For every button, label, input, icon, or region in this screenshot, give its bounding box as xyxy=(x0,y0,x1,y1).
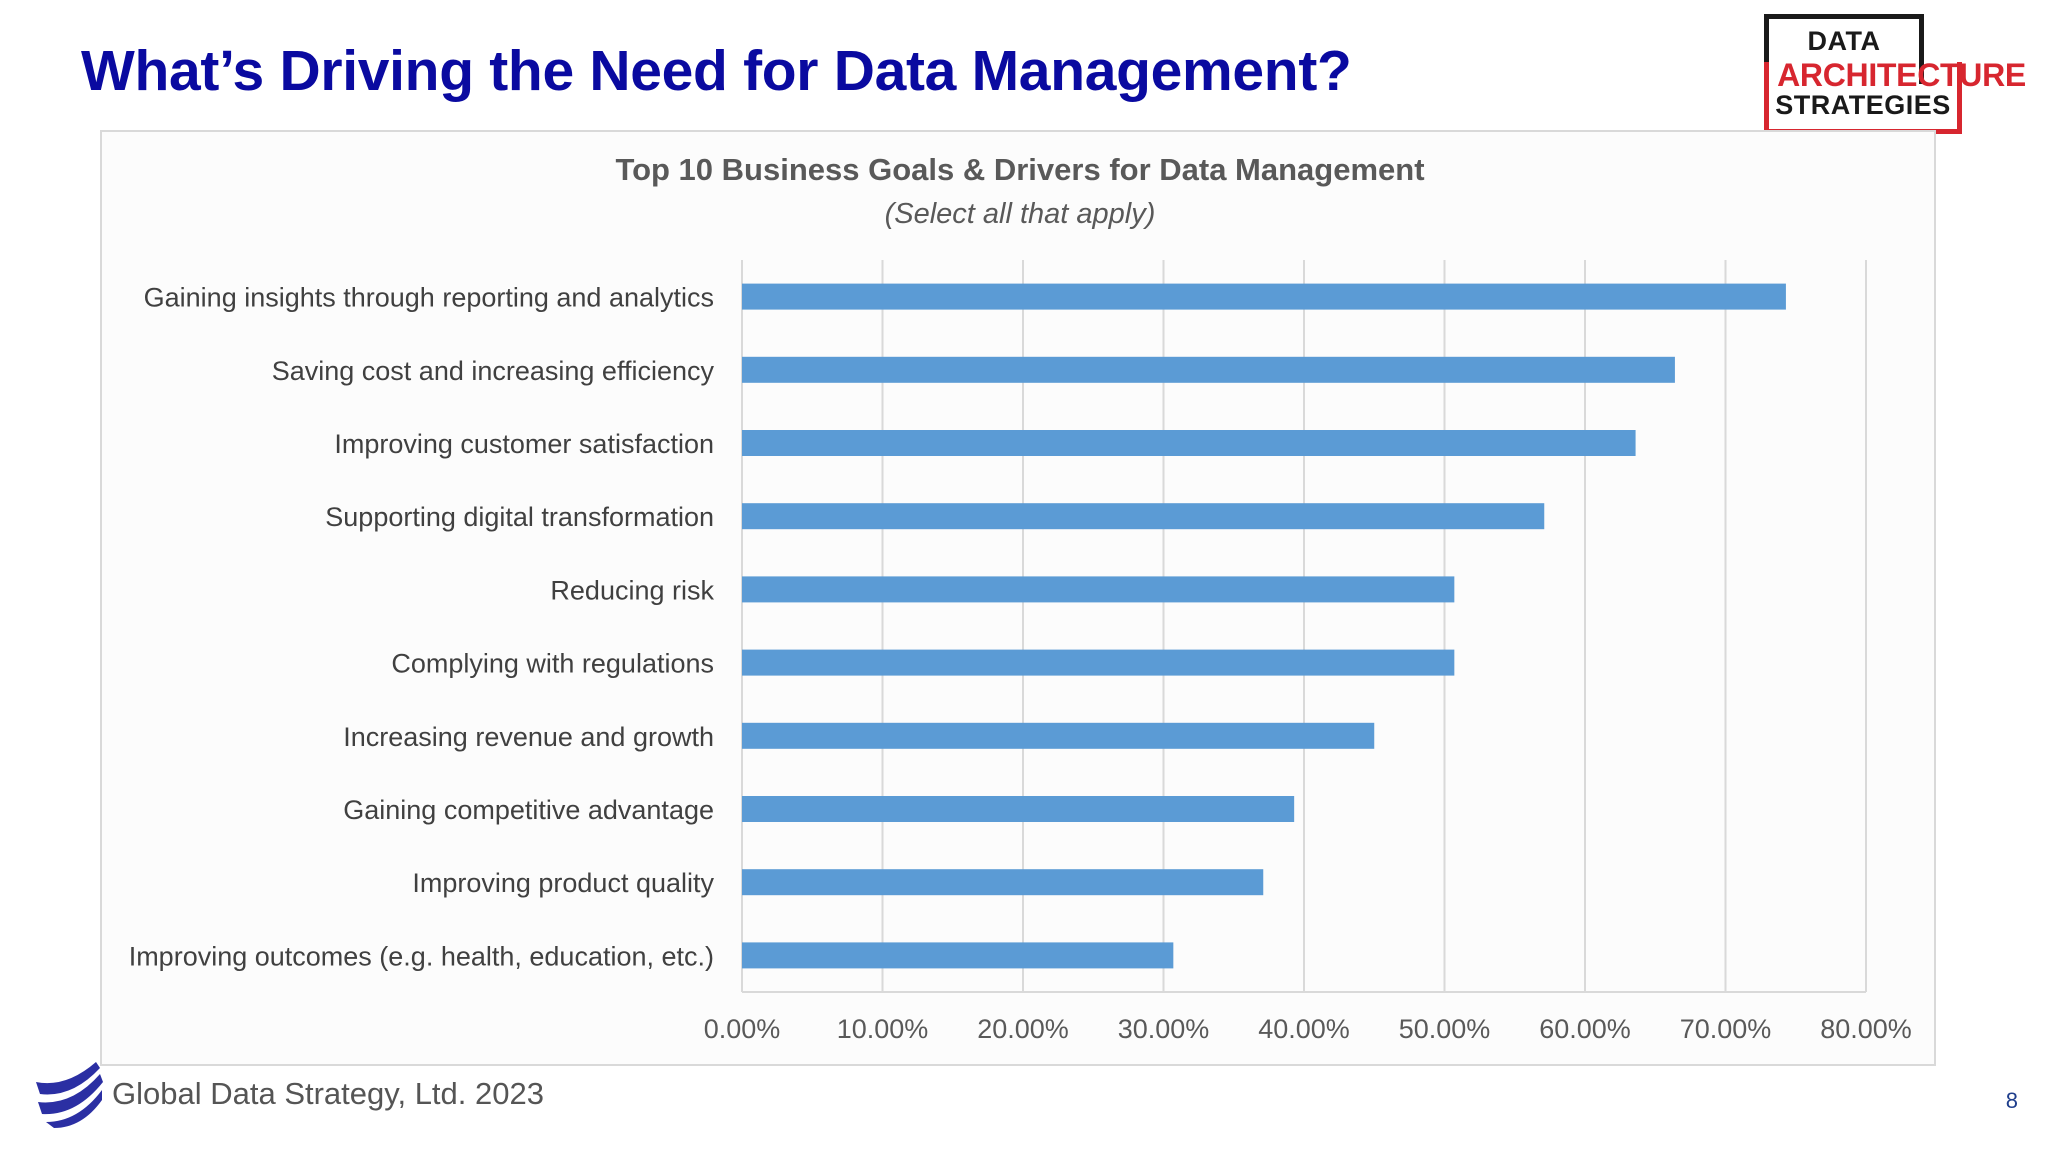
bar xyxy=(742,283,1786,310)
x-tick-label: 10.00% xyxy=(837,1014,929,1044)
category-label: Increasing revenue and growth xyxy=(343,722,714,752)
logo-text-architecture: ARCHITECTURE xyxy=(1764,57,2039,94)
bar xyxy=(742,576,1455,603)
bar xyxy=(742,503,1545,530)
x-tick-label: 40.00% xyxy=(1258,1014,1350,1044)
category-label: Supporting digital transformation xyxy=(325,502,714,532)
footer-copyright: Global Data Strategy, Ltd. 2023 xyxy=(112,1076,544,1111)
category-label: Complying with regulations xyxy=(391,649,714,679)
bar xyxy=(742,869,1264,896)
swoosh-stripe-1 xyxy=(36,1062,100,1095)
x-tick-label: 30.00% xyxy=(1118,1014,1210,1044)
x-tick-label: 70.00% xyxy=(1680,1014,1772,1044)
bar xyxy=(742,430,1636,456)
x-tick-label: 0.00% xyxy=(704,1014,781,1044)
chart-title: Top 10 Business Goals & Drivers for Data… xyxy=(615,152,1424,187)
bar xyxy=(742,722,1375,749)
logo-text-architecture-a: A xyxy=(1777,57,1800,93)
data-architecture-strategies-logo: DATA ARCHITECTURE STRATEGIES xyxy=(1764,14,2039,134)
category-label: Improving customer satisfaction xyxy=(334,429,714,459)
logo-text-strategies: STRATEGIES xyxy=(1775,90,1951,120)
swoosh-stripe-2 xyxy=(38,1074,103,1115)
bar-chart: Top 10 Business Goals & Drivers for Data… xyxy=(129,152,1912,1044)
category-label: Improving outcomes (e.g. health, educati… xyxy=(129,941,714,971)
category-label: Saving cost and increasing efficiency xyxy=(272,356,715,386)
logo-text-architecture-rest: RCHITECTURE xyxy=(1799,57,2026,93)
category-labels: Gaining insights through reporting and a… xyxy=(129,283,715,972)
slide-title: What’s Driving the Need for Data Managem… xyxy=(81,39,1352,103)
chart-frame: Top 10 Business Goals & Drivers for Data… xyxy=(100,130,1936,1066)
logo-frame-top xyxy=(1764,14,1924,84)
category-label: Reducing risk xyxy=(550,575,714,605)
x-tick-label: 60.00% xyxy=(1539,1014,1631,1044)
category-label: Gaining competitive advantage xyxy=(343,795,714,825)
global-data-strategy-swoosh-icon xyxy=(36,1062,103,1128)
x-tick-labels: 0.00% 10.00% 20.00% 30.00% 40.00% 50.00% 60.00… xyxy=(704,1014,1912,1044)
bar xyxy=(742,649,1455,676)
category-label: Gaining insights through reporting and a… xyxy=(144,283,714,313)
x-tick-label: 80.00% xyxy=(1820,1014,1912,1044)
bar xyxy=(742,942,1174,969)
logo-text-data: DATA xyxy=(1807,26,1881,56)
x-tick-label: 50.00% xyxy=(1399,1014,1491,1044)
bar xyxy=(742,356,1675,383)
bars xyxy=(742,283,1786,969)
category-label: Improving product quality xyxy=(412,868,714,898)
chart-subtitle: (Select all that apply) xyxy=(885,198,1156,230)
x-tick-label: 20.00% xyxy=(977,1014,1069,1044)
swoosh-stripe-3 xyxy=(46,1090,102,1128)
page-number: 8 xyxy=(2005,1088,2018,1113)
bar xyxy=(742,796,1295,822)
